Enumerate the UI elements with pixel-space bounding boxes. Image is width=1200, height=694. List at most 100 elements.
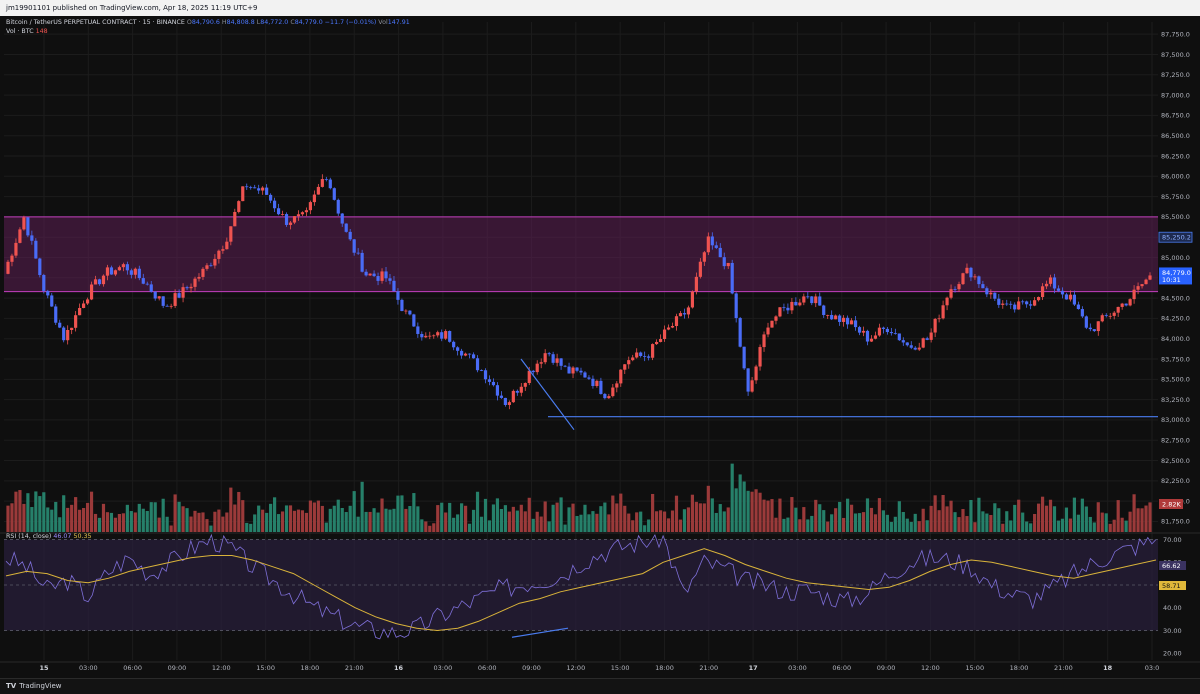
candle <box>54 306 58 323</box>
volume-bar <box>666 518 671 532</box>
candle <box>666 327 671 330</box>
candle <box>579 370 583 373</box>
volume-bar <box>511 506 515 532</box>
volume-bar <box>213 511 217 532</box>
volume-bar <box>276 514 281 532</box>
candle <box>66 329 70 341</box>
candle <box>424 335 428 338</box>
volume-bar <box>1021 512 1025 532</box>
volume-bar <box>352 491 356 532</box>
rsi-value: 46.07 <box>53 533 72 540</box>
candle <box>34 240 38 259</box>
volume-bar <box>340 508 344 532</box>
volume-bar <box>456 514 460 532</box>
candle <box>838 315 842 322</box>
volume-bar <box>316 500 320 532</box>
volume-bar <box>257 505 261 532</box>
volume-bar <box>1084 506 1088 532</box>
candle <box>1013 304 1017 310</box>
candle <box>121 264 125 268</box>
candle <box>881 327 885 329</box>
volume-bar <box>440 502 444 532</box>
candle <box>857 327 862 333</box>
volume-bar <box>750 491 754 532</box>
candle <box>30 235 34 241</box>
volume-bar <box>846 498 850 532</box>
volume-bar <box>464 505 468 532</box>
volume-bar <box>953 512 957 532</box>
candle <box>869 338 874 342</box>
volume-bar <box>762 499 766 532</box>
volume-bar <box>444 512 448 532</box>
volume-bar <box>368 511 372 532</box>
candle <box>1005 303 1009 305</box>
price-axis-label: 85,000.0 <box>1161 254 1190 262</box>
volume-bar <box>312 502 316 532</box>
price-axis-label: 82,250.0 <box>1161 477 1190 485</box>
time-axis-label: 03:00 <box>434 664 453 672</box>
candle <box>428 335 432 337</box>
volume-bar <box>981 511 985 532</box>
price-axis-label: 83,000.0 <box>1161 416 1190 424</box>
volume-bar <box>125 504 129 532</box>
volume-bar <box>881 510 885 532</box>
volume-bar <box>754 489 758 532</box>
time-axis-label: 21:00 <box>1054 664 1073 672</box>
candle <box>85 299 90 304</box>
volume-bar <box>436 505 440 532</box>
volume-bar <box>336 499 340 532</box>
volume-bar <box>105 512 110 532</box>
volume-bar <box>404 508 408 532</box>
candle <box>818 296 822 306</box>
volume-bar <box>710 498 714 532</box>
candle <box>635 352 639 358</box>
volume-bar <box>826 521 830 532</box>
candle <box>746 368 750 392</box>
volume-bar <box>1009 520 1013 532</box>
price-axis-label: 86,000.0 <box>1161 173 1190 181</box>
volume-bar <box>810 515 814 532</box>
candle <box>14 242 18 256</box>
volume-bar <box>925 520 929 532</box>
volume-bar <box>619 493 623 532</box>
volume-bar <box>85 502 90 532</box>
volume-bar <box>1104 513 1108 532</box>
volume-bar <box>865 498 870 532</box>
candle <box>416 326 420 334</box>
price-axis-label: 85,500.0 <box>1161 213 1190 221</box>
volume-bar <box>973 522 977 532</box>
candle <box>78 307 82 316</box>
price-chart[interactable]: 87,750.0 87,500.0 87,250.0 87,000.0 86,750.0… <box>0 16 1200 678</box>
volume-bar <box>786 517 790 532</box>
candle <box>237 201 241 212</box>
volume-bar <box>253 514 257 532</box>
rsi-ma-value: 50.35 <box>73 533 92 540</box>
time-axis-label: 18:00 <box>301 664 320 672</box>
candle <box>555 358 559 363</box>
close-value: 84,779.0 <box>294 19 323 26</box>
candle <box>770 320 774 328</box>
candle <box>559 358 563 366</box>
volume-series-value: 148 <box>35 28 48 35</box>
volume-bar <box>237 491 241 532</box>
rsi-line <box>5 533 1157 640</box>
rsi-ma-label: 58.71 <box>1162 582 1181 590</box>
footer-bar: TV TradingView <box>0 678 1200 694</box>
candle <box>690 291 694 308</box>
volume-bar <box>674 495 679 532</box>
volume-bar <box>758 492 762 532</box>
rsi-value-tag <box>1159 561 1186 570</box>
candle <box>173 293 177 306</box>
candle <box>296 214 301 217</box>
tradingview-logo[interactable]: TV TradingView <box>6 679 62 694</box>
volume-bar <box>726 507 730 532</box>
candle <box>822 305 826 315</box>
candle <box>977 276 981 285</box>
candle <box>643 355 647 357</box>
volume-bar <box>655 511 659 532</box>
volume-bar <box>133 512 137 532</box>
candle <box>897 333 901 341</box>
volume-bar <box>1124 520 1128 532</box>
volume-bar <box>965 516 969 532</box>
candle <box>953 289 957 290</box>
